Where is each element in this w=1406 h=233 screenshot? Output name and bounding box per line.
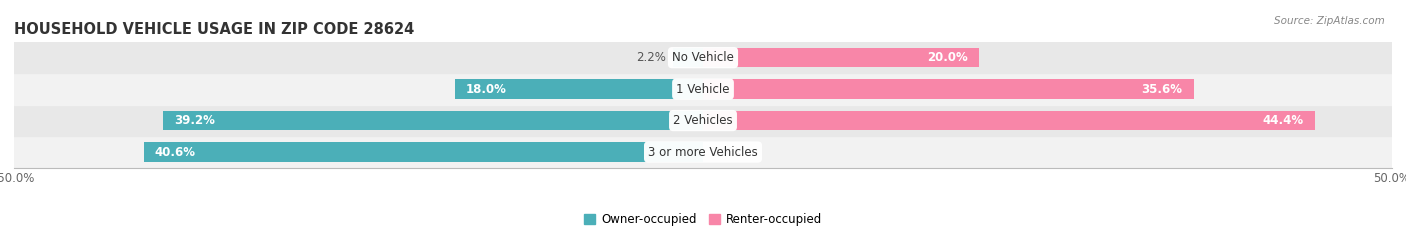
Bar [703, 111, 1315, 130]
Bar [703, 48, 979, 67]
Text: 2 Vehicles: 2 Vehicles [673, 114, 733, 127]
Bar [672, 48, 703, 67]
Bar [143, 142, 703, 162]
Text: 35.6%: 35.6% [1142, 83, 1182, 96]
Text: HOUSEHOLD VEHICLE USAGE IN ZIP CODE 28624: HOUSEHOLD VEHICLE USAGE IN ZIP CODE 2862… [14, 22, 415, 37]
Text: 0.0%: 0.0% [710, 146, 740, 158]
Text: 20.0%: 20.0% [927, 51, 967, 64]
Text: Source: ZipAtlas.com: Source: ZipAtlas.com [1274, 16, 1385, 26]
Bar [456, 79, 703, 99]
Text: No Vehicle: No Vehicle [672, 51, 734, 64]
Text: 1 Vehicle: 1 Vehicle [676, 83, 730, 96]
Bar [14, 73, 1392, 105]
Text: 44.4%: 44.4% [1263, 114, 1303, 127]
Text: 39.2%: 39.2% [174, 114, 215, 127]
Bar [703, 79, 1194, 99]
Bar [14, 105, 1392, 136]
Bar [14, 136, 1392, 168]
Text: 18.0%: 18.0% [465, 83, 508, 96]
Bar [163, 111, 703, 130]
Legend: Owner-occupied, Renter-occupied: Owner-occupied, Renter-occupied [579, 209, 827, 231]
Bar [14, 42, 1392, 73]
Text: 2.2%: 2.2% [636, 51, 666, 64]
Text: 40.6%: 40.6% [155, 146, 195, 158]
Text: 3 or more Vehicles: 3 or more Vehicles [648, 146, 758, 158]
